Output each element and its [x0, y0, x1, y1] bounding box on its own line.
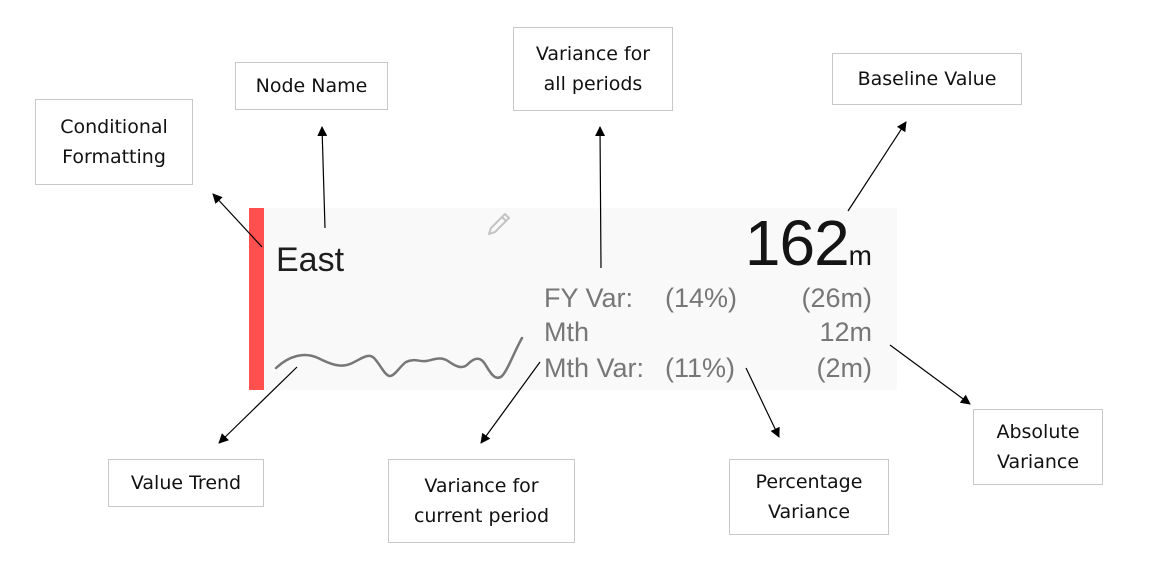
fy-variance-row: FY Var: (14%) (26m) — [544, 280, 872, 316]
callout-baseline-value: Baseline Value — [832, 53, 1022, 105]
node-name: East — [276, 241, 345, 279]
callout-value-trend: Value Trend — [108, 459, 264, 507]
callout-absolute-variance: Absolute Variance — [973, 409, 1103, 485]
month-row: Mth 12m — [544, 314, 872, 350]
arrow-absolute-variance — [889, 344, 971, 405]
arrow-value-trend — [218, 366, 298, 444]
arrow-node-name — [317, 126, 328, 229]
arrow-conditional-formatting — [212, 193, 263, 248]
callout-conditional-formatting: Conditional Formatting — [35, 99, 193, 185]
callout-node-name: Node Name — [235, 62, 388, 110]
callout-variance-all-periods: Variance for all periods — [513, 27, 673, 111]
fy-variance-percent: (14%) — [665, 283, 738, 313]
month-variance-label: Mth Var: — [544, 353, 645, 383]
month-label: Mth — [544, 317, 590, 347]
baseline-number: 162 — [744, 207, 850, 279]
arrow-baseline-value — [847, 121, 907, 212]
baseline-value: 162m — [745, 205, 872, 299]
conditional-formatting-bar — [249, 208, 264, 390]
month-variance-row: Mth Var: (11%) (2m) — [544, 350, 872, 386]
value-trend-sparkline — [274, 336, 524, 380]
pencil-icon[interactable] — [484, 210, 514, 240]
arrow-percentage-variance — [745, 367, 780, 438]
arrow-variance-all-periods — [595, 126, 606, 269]
fy-variance-absolute: (26m) — [801, 283, 872, 313]
arrow-variance-current-period — [480, 361, 541, 444]
baseline-unit: m — [848, 240, 872, 271]
month-variance-absolute: (2m) — [816, 353, 873, 383]
callout-percentage-variance: Percentage Variance — [729, 459, 889, 535]
fy-variance-label: FY Var: — [544, 283, 634, 313]
callout-variance-current-period: Variance for current period — [388, 459, 575, 543]
month-variance-percent: (11%) — [665, 353, 736, 383]
month-absolute: 12m — [819, 317, 872, 347]
